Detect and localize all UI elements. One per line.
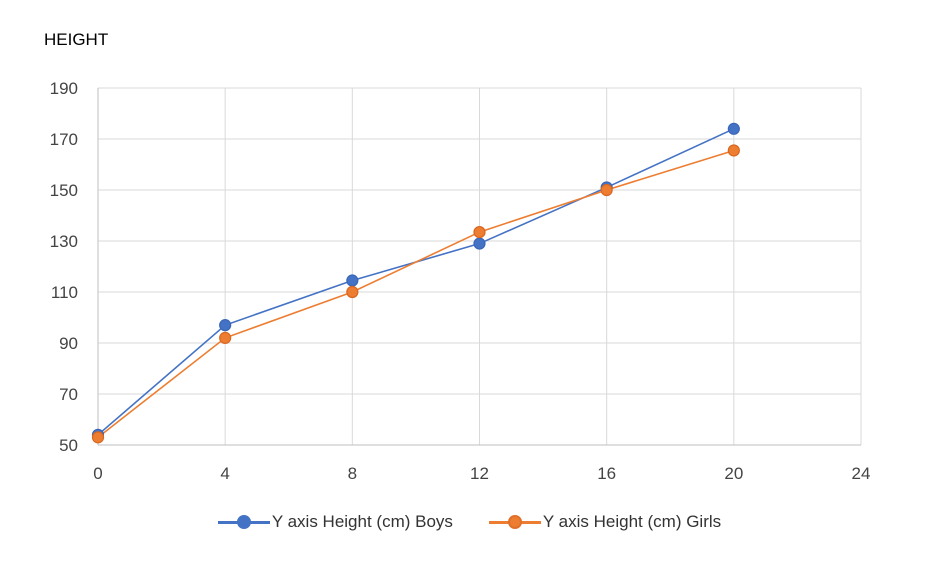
data-point-girls bbox=[219, 331, 232, 344]
y-tick-label: 110 bbox=[51, 283, 78, 302]
x-tick-label: 0 bbox=[93, 464, 102, 483]
x-tick-label: 24 bbox=[852, 464, 871, 483]
line-chart: 50 70 90 110 130 150 170 190 0 4 8 12 16 20 24 bbox=[50, 79, 871, 483]
chart-title: HEIGHT bbox=[44, 30, 109, 49]
y-tick-label: 170 bbox=[50, 130, 78, 149]
y-tick-label: 50 bbox=[59, 436, 78, 455]
data-point-girls bbox=[727, 144, 740, 157]
x-tick-label: 4 bbox=[220, 464, 229, 483]
series-line-girls bbox=[97, 149, 735, 438]
legend-item-boys: Y axis Height (cm) Boys bbox=[217, 512, 453, 532]
x-tick-label: 8 bbox=[348, 464, 357, 483]
legend: Y axis Height (cm) Boys Y axis Height (c… bbox=[0, 512, 939, 532]
x-tick-label: 20 bbox=[724, 464, 743, 483]
y-tick-label: 190 bbox=[50, 79, 78, 98]
x-tick-label: 16 bbox=[597, 464, 616, 483]
y-tick-label: 90 bbox=[59, 334, 78, 353]
data-point-boys bbox=[473, 237, 486, 250]
data-point-girls bbox=[91, 431, 105, 444]
data-point-girls bbox=[473, 225, 486, 239]
data-point-boys bbox=[346, 274, 359, 287]
y-tick-label: 130 bbox=[50, 232, 78, 251]
legend-swatch-boys bbox=[217, 515, 270, 529]
legend-item-girls: Y axis Height (cm) Girls bbox=[488, 512, 722, 532]
legend-swatch-girls bbox=[488, 515, 541, 529]
y-tick-label: 70 bbox=[59, 385, 78, 404]
y-tick-label: 150 bbox=[50, 181, 78, 200]
data-point-boys bbox=[219, 319, 232, 332]
data-point-girls bbox=[346, 285, 359, 299]
x-tick-label: 12 bbox=[470, 464, 489, 483]
series-line-boys bbox=[97, 128, 735, 436]
legend-label-boys: Y axis Height (cm) Boys bbox=[271, 512, 453, 531]
legend-label-girls: Y axis Height (cm) Girls bbox=[542, 512, 722, 531]
data-point-girls bbox=[600, 183, 613, 197]
data-point-boys bbox=[727, 122, 740, 135]
